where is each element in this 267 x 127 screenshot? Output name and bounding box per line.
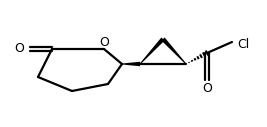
Text: O: O xyxy=(202,83,212,96)
Polygon shape xyxy=(140,37,165,64)
Text: Cl: Cl xyxy=(237,38,249,52)
Text: O: O xyxy=(99,36,109,50)
Text: O: O xyxy=(14,43,24,55)
Polygon shape xyxy=(122,62,140,66)
Polygon shape xyxy=(161,37,186,64)
